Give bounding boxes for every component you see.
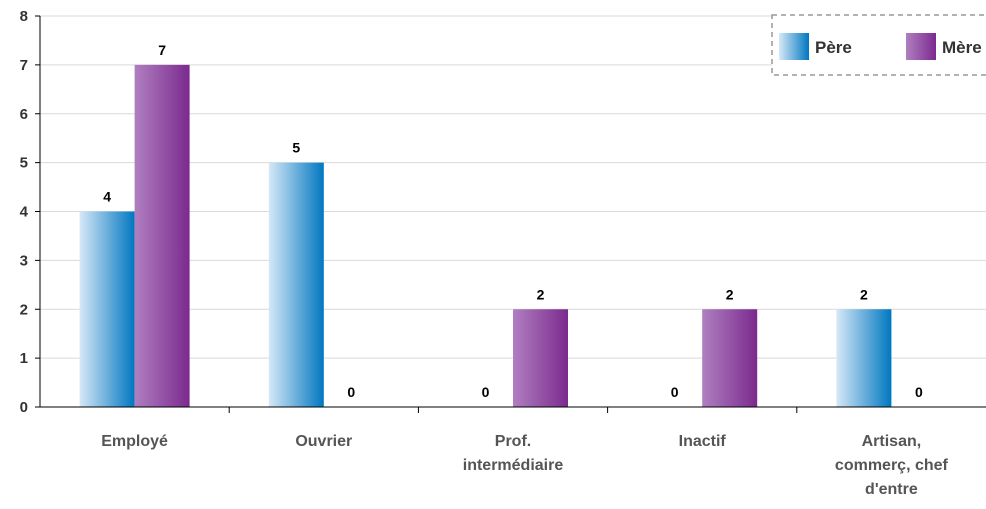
legend-label: Mère [942, 38, 982, 57]
legend: Père Mère [771, 14, 986, 76]
y-tick-label: 2 [20, 301, 28, 318]
data-label: 0 [671, 384, 679, 400]
x-tick-label-line: Inactif [679, 433, 727, 450]
data-label: 2 [860, 286, 868, 302]
gridlines [40, 15, 986, 359]
x-tick-label: Inactif [679, 433, 727, 450]
x-tick-label-line: Ouvrier [295, 433, 352, 450]
data-label: 5 [292, 140, 300, 156]
labels: 0 1 2 3 4 5 6 7 8 4 7 Employé 5 0 Ouvrier 0 2 Prof. interm… [20, 8, 949, 498]
x-tick-label-line: intermédiaire [463, 457, 564, 474]
bar-p-re-1 [268, 162, 324, 407]
y-tick-label: 7 [20, 57, 28, 74]
y-tick-label: 6 [20, 106, 28, 123]
data-label: 7 [158, 42, 166, 58]
y-tick-label: 4 [20, 204, 29, 221]
bar-m-re-3 [702, 309, 758, 407]
data-label: 2 [537, 286, 545, 302]
legend-label: Père [815, 38, 852, 57]
x-tick-label-line: Prof. [495, 433, 531, 450]
bar-p-re-4 [836, 309, 892, 407]
y-tick-label: 3 [20, 252, 28, 269]
x-tick-label-line: Artisan, [862, 433, 922, 450]
bar-m-re-0 [134, 64, 190, 407]
data-label: 4 [103, 189, 111, 205]
x-tick-label: Artisan, commerç, chef d'entre [835, 433, 949, 498]
legend-swatch-0 [779, 33, 809, 60]
x-tick-label-line: commerç, chef [835, 457, 949, 474]
y-tick-label: 0 [20, 399, 28, 416]
bars [79, 64, 892, 407]
bar-p-re-0 [79, 211, 135, 407]
y-tick-label: 8 [20, 8, 28, 25]
y-tick-label: 5 [20, 155, 28, 172]
x-tick-label: Ouvrier [295, 433, 352, 450]
x-tick-label-line: d'entre [865, 481, 918, 498]
data-label: 2 [726, 286, 734, 302]
axes [35, 15, 986, 413]
data-label: 0 [482, 384, 490, 400]
x-tick-label-line: Employé [101, 433, 168, 450]
data-label: 0 [915, 384, 923, 400]
x-tick-label: Prof. intermédiaire [463, 433, 564, 474]
legend-swatch-1 [906, 33, 936, 60]
data-label: 0 [347, 384, 355, 400]
bar-m-re-2 [513, 309, 568, 407]
y-tick-label: 1 [20, 350, 28, 367]
x-tick-label: Employé [101, 433, 168, 450]
